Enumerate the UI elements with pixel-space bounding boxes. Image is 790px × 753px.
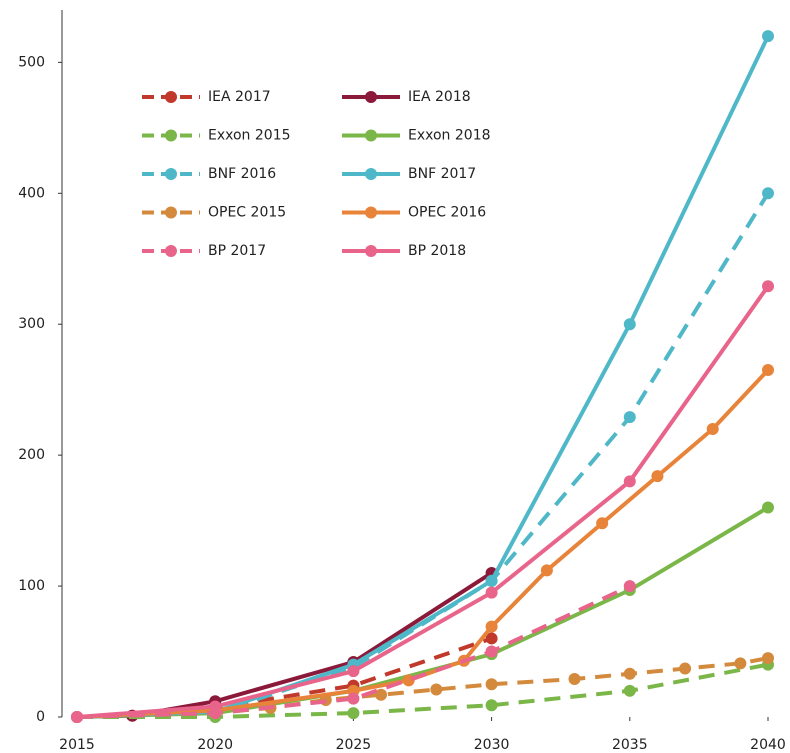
y-tick-label: 300 <box>18 316 45 332</box>
data-point <box>347 692 360 705</box>
legend-label: BNF 2016 <box>208 166 276 182</box>
legend-label: OPEC 2015 <box>208 205 286 221</box>
series-line <box>76 285 770 719</box>
legend-label: BP 2018 <box>408 243 466 259</box>
x-tick-label: 2030 <box>474 737 510 753</box>
data-point <box>347 665 360 678</box>
data-point <box>485 632 498 645</box>
data-point <box>209 700 222 713</box>
data-point <box>651 470 664 483</box>
data-point <box>762 187 774 200</box>
legend-label: Exxon 2018 <box>408 128 491 144</box>
legend-dot <box>365 245 377 257</box>
y-tick-label: 100 <box>18 578 45 594</box>
legend-dot <box>365 168 377 180</box>
series-line <box>76 192 770 719</box>
legend-label: BP 2017 <box>208 243 266 259</box>
legend-dot <box>165 168 177 180</box>
y-tick-label: 200 <box>18 447 45 463</box>
data-point <box>540 564 553 577</box>
data-point <box>623 580 636 593</box>
legend-dot <box>365 91 377 103</box>
y-tick-label: 400 <box>18 185 45 201</box>
data-point <box>485 645 498 658</box>
data-point <box>734 657 747 670</box>
data-point <box>71 711 83 723</box>
series-line <box>76 368 770 719</box>
series-line <box>77 662 769 719</box>
data-point <box>623 684 636 697</box>
data-point <box>568 673 581 686</box>
legend-dot <box>165 91 177 103</box>
legend-dot <box>165 129 177 142</box>
data-point <box>679 662 692 675</box>
series-line <box>76 636 493 719</box>
data-point <box>762 652 774 665</box>
data-point <box>347 707 360 720</box>
data-point <box>762 280 774 293</box>
data-point <box>623 667 636 680</box>
data-point <box>623 411 636 424</box>
legend-dot <box>365 206 377 219</box>
legend-label: Exxon 2015 <box>208 128 291 144</box>
y-tick-label: 0 <box>36 709 45 725</box>
data-point <box>596 517 609 530</box>
x-tick-label: 2035 <box>612 737 648 753</box>
x-tick-label: 2020 <box>197 737 233 753</box>
data-point <box>762 30 774 43</box>
legend-label: IEA 2017 <box>208 89 271 105</box>
data-point <box>375 688 388 701</box>
x-tick-label: 2040 <box>750 737 786 753</box>
legend-label: IEA 2018 <box>408 89 471 105</box>
data-point <box>485 574 498 587</box>
legend-dot <box>165 206 177 219</box>
series-line <box>76 505 770 719</box>
legend-label: BNF 2017 <box>408 166 476 182</box>
series-line <box>76 584 631 719</box>
data-point <box>485 678 498 691</box>
data-point <box>706 422 719 435</box>
data-point <box>623 475 636 488</box>
x-tick-label: 2015 <box>59 737 95 753</box>
data-point <box>430 683 443 696</box>
legend-dot <box>165 245 177 257</box>
data-point <box>762 364 774 377</box>
x-tick-label: 2025 <box>336 737 372 753</box>
legend-label: OPEC 2016 <box>408 205 486 221</box>
data-point <box>485 699 498 712</box>
y-tick-label: 500 <box>18 54 45 70</box>
data-point <box>623 318 636 331</box>
legend-dot <box>365 129 377 142</box>
data-point <box>485 620 498 633</box>
data-point <box>762 501 774 514</box>
data-point <box>485 586 498 599</box>
